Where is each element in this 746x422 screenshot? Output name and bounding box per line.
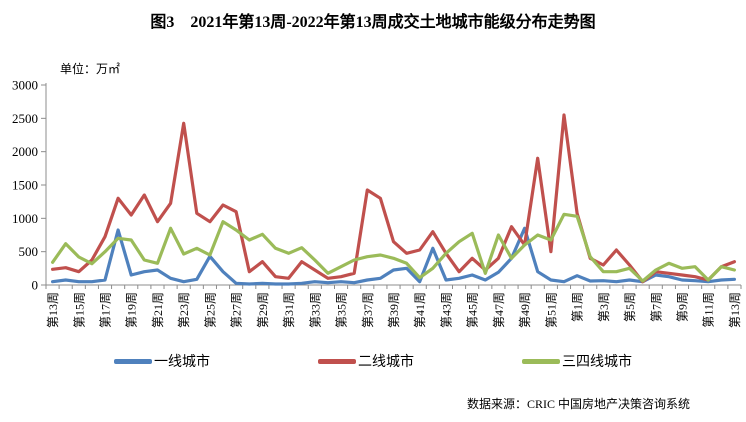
- x-tick-label: 第41周: [413, 292, 427, 328]
- x-tick-label: 第43周: [439, 292, 453, 328]
- legend-label-3: 三四线城市: [562, 355, 632, 370]
- x-tick-label: 第39周: [387, 292, 401, 328]
- x-tick-label: 第49周: [518, 292, 532, 328]
- y-tick-label: 500: [19, 244, 39, 259]
- x-tick-label: 第11周: [702, 292, 716, 328]
- x-tick-label: 第1周: [571, 292, 585, 322]
- legend-swatch-2: [318, 358, 356, 364]
- legend-label-2: 二线城市: [358, 355, 414, 370]
- x-tick-label: 第27周: [230, 292, 244, 328]
- y-tick-label: 1500: [12, 178, 38, 193]
- chart-title: 图3 2021年第13周-2022年第13周成交土地城市能级分布走势图: [150, 14, 596, 31]
- series-line-2: [50, 113, 737, 284]
- data-source: 数据来源：CRIC 中国房地产决策咨询系统: [466, 397, 690, 411]
- unit-label: 单位：万㎡: [60, 62, 121, 76]
- x-tick-label: 第23周: [177, 292, 191, 328]
- legend-swatch-1: [114, 358, 152, 364]
- x-tick-label: 第37周: [361, 292, 375, 328]
- x-tick-label: 第17周: [99, 292, 113, 328]
- y-tick-label: 3000: [12, 78, 38, 93]
- series-line-1: [50, 226, 737, 286]
- y-tick-label: 2000: [12, 144, 38, 159]
- legend-item-1: 一线城市: [114, 351, 210, 371]
- x-tick-label: 第29周: [256, 292, 270, 328]
- x-tick-label: 第3周: [597, 292, 611, 322]
- x-tick-label: 第13周: [46, 292, 60, 328]
- y-tick-label: 1000: [12, 211, 38, 226]
- series-line-3: [50, 212, 737, 283]
- chart-legend: 一线城市 二线城市 三四线城市: [0, 351, 746, 371]
- legend-swatch-3: [522, 358, 560, 364]
- x-tick-label: 第51周: [544, 292, 558, 328]
- x-tick-label: 第21周: [151, 292, 165, 328]
- legend-item-2: 二线城市: [318, 351, 414, 371]
- x-tick-label: 第9周: [675, 292, 689, 322]
- x-tick-label: 第35周: [335, 292, 349, 328]
- x-tick-label: 第15周: [72, 292, 86, 328]
- legend-item-3: 三四线城市: [522, 351, 632, 371]
- y-tick-label: 2500: [12, 111, 38, 126]
- x-tick-label: 第19周: [125, 292, 139, 328]
- x-tick-label: 第25周: [203, 292, 217, 328]
- y-tick-label: 0: [32, 278, 39, 293]
- x-tick-label: 第31周: [282, 292, 296, 328]
- x-tick-label: 第45周: [466, 292, 480, 328]
- legend-label-1: 一线城市: [154, 355, 210, 370]
- x-tick-label: 第47周: [492, 292, 506, 328]
- x-tick-label: 第13周: [728, 292, 742, 328]
- x-tick-label: 第33周: [308, 292, 322, 328]
- x-tick-label: 第5周: [623, 292, 637, 322]
- x-tick-label: 第7周: [649, 292, 663, 322]
